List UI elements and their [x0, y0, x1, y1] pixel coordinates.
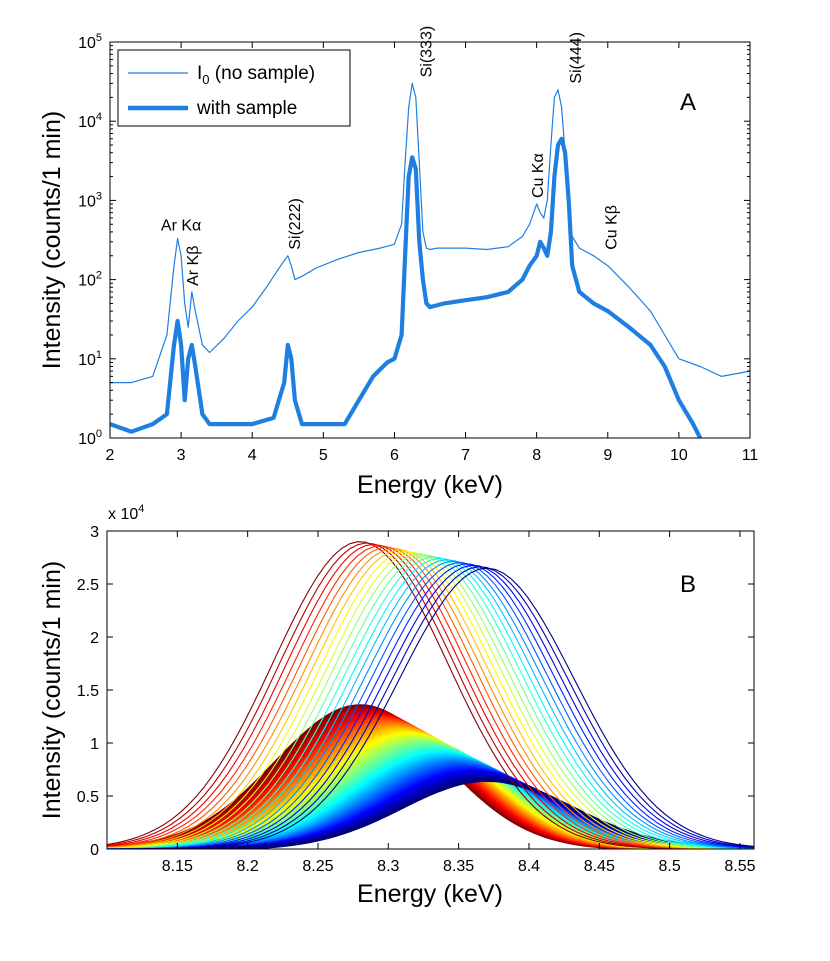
panel-b-x-label: Energy (keV)	[357, 880, 503, 908]
scan-i0	[107, 564, 754, 849]
panel-a-x-ticks: 2 3 4 5 6 7 8 9 10 11	[106, 42, 759, 464]
scan-i0	[107, 563, 754, 849]
panel-b-x-ticks: 8.15 8.2 8.25 8.3 8.35 8.4 8.45 8.5 8.55	[162, 531, 756, 875]
annotation-label: Si(333)	[418, 26, 435, 78]
x-tick-label: 3	[177, 447, 186, 464]
scan-i0	[107, 552, 754, 849]
y-tick-label: 104	[78, 111, 102, 131]
scan-i0	[107, 559, 754, 849]
panel-b-series	[107, 541, 754, 849]
scan-i0	[107, 567, 754, 849]
panel-a-letter: A	[680, 89, 696, 116]
y-tick-label: 103	[78, 190, 102, 210]
x-tick-label: 4	[248, 447, 257, 464]
panel-a-axes-box	[109, 41, 751, 439]
panel-b: 8.15 8.2 8.25 8.3 8.35 8.4 8.45 8.5 8.55 0 0.5 1 1.…	[38, 503, 756, 908]
y-tick-label: 3	[90, 524, 99, 541]
scan-i0	[107, 548, 754, 849]
series-with-sample	[110, 136, 703, 438]
x-tick-label: 8.45	[584, 858, 615, 875]
scan-i0	[107, 546, 754, 849]
panel-a-y-label: Intensity (counts/1 min)	[38, 111, 66, 369]
x-tick-label: 8.4	[518, 858, 540, 875]
y-tick-label: 101	[78, 349, 102, 369]
x-tick-label: 8.55	[724, 858, 755, 875]
x-tick-label: 8.5	[658, 858, 680, 875]
x-tick-label: 8.3	[377, 858, 399, 875]
scan-i0	[107, 550, 754, 849]
x-tick-label: 8	[532, 447, 541, 464]
x-tick-label: 8.35	[443, 858, 474, 875]
x-tick-label: 7	[461, 447, 470, 464]
scan-i0	[107, 562, 754, 849]
panel-b-y-label: Intensity (counts/1 min)	[38, 561, 66, 819]
panel-a-series	[110, 82, 750, 438]
x-tick-label: 11	[742, 447, 759, 464]
y-tick-label: 100	[78, 428, 102, 448]
panel-a-legend: I0 (no sample) with sample	[117, 49, 351, 127]
x-tick-label: 10	[670, 447, 688, 464]
panel-b-y-ticks: 0 0.5 1 1.5 2 2.5 3	[77, 524, 754, 859]
y-tick-label: 2	[90, 630, 99, 647]
scan-i0	[107, 555, 754, 849]
x-tick-label: 2	[106, 447, 115, 464]
scan-i0	[107, 560, 754, 849]
y-tick-label: 0	[90, 842, 99, 859]
legend-entry-i0: I0 (no sample)	[197, 63, 315, 87]
annotation-label: Cu Kα	[530, 153, 547, 198]
panel-a-x-label: Energy (keV)	[357, 471, 503, 499]
scan-i0	[107, 549, 754, 849]
scan-i0	[107, 545, 754, 849]
y-tick-label: 1.5	[77, 683, 99, 700]
panel-b-letter: B	[680, 571, 696, 598]
x-tick-label: 8.15	[162, 858, 193, 875]
annotation-label: Si(222)	[287, 198, 304, 250]
y-tick-label: 105	[78, 32, 102, 52]
y-tick-label: 2.5	[77, 577, 99, 594]
x-tick-label: 6	[390, 447, 399, 464]
legend-box	[117, 49, 351, 127]
x-tick-label: 5	[319, 447, 328, 464]
scan-i0	[107, 566, 754, 849]
y-tick-label: 1	[90, 736, 99, 753]
panel-a-annotations: Ar Kα Ar Kβ Si(222) Si(333) Cu Kα Si(444) Cu K…	[161, 26, 620, 286]
x-tick-label: 8.25	[302, 858, 333, 875]
x-tick-label: 9	[603, 447, 612, 464]
annotation-label: Si(444)	[568, 32, 585, 84]
annotation-label: Ar Kβ	[185, 246, 202, 286]
y-tick-label: 0.5	[77, 789, 99, 806]
scan-i0	[107, 556, 754, 849]
scan-i0	[107, 543, 754, 849]
scan-i0	[107, 557, 754, 849]
annotation-label: Ar Kα	[161, 218, 201, 235]
annotation-label: Cu Kβ	[603, 205, 620, 250]
y-tick-label: 102	[78, 270, 102, 290]
x-tick-label: 8.2	[237, 858, 259, 875]
panel-a-y-ticks: 100 101 102 103 104 105	[78, 32, 750, 448]
panel-b-y-multiplier: x 104	[108, 503, 144, 523]
legend-entry-with-sample: with sample	[196, 98, 297, 119]
